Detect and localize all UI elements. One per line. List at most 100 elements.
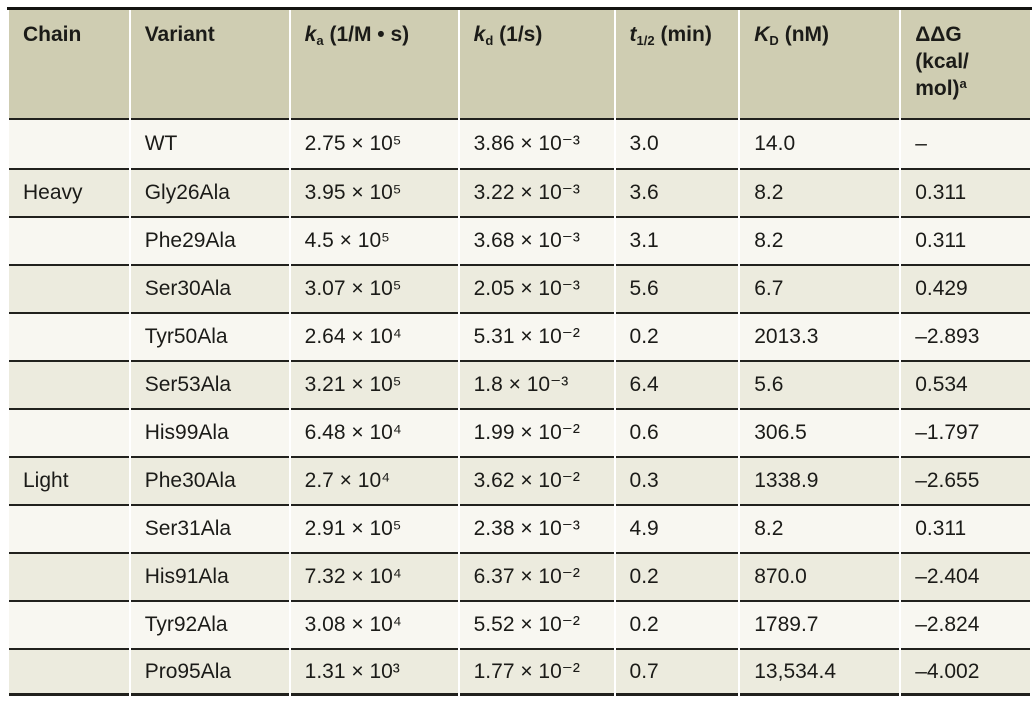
table-row-ser31ala: Ser31Ala 2.91 × 10⁵ 2.38 × 10⁻³ 4.9 8.2 …: [9, 504, 1030, 552]
cell-ddG: –: [901, 120, 1030, 168]
table-row-gly26ala: Heavy Gly26Ala 3.95 × 10⁵ 3.22 × 10⁻³ 3.…: [9, 168, 1030, 216]
table-row-ser30ala: Ser30Ala 3.07 × 10⁵ 2.05 × 10⁻³ 5.6 6.7 …: [9, 264, 1030, 312]
column-header-thalf: t1/2 (min): [615, 10, 739, 120]
cell-kd: 3.68 × 10⁻³: [459, 216, 614, 264]
cell-ddG: 0.534: [901, 360, 1030, 408]
cell-variant: His99Ala: [130, 408, 289, 456]
cell-ddG: –1.797: [901, 408, 1030, 456]
cell-kd: 3.86 × 10⁻³: [459, 120, 614, 168]
cell-ddG: –2.893: [901, 312, 1030, 360]
cell-chain: [9, 504, 129, 552]
cell-KD: 5.6: [740, 360, 900, 408]
cell-ka: 3.07 × 10⁵: [290, 264, 458, 312]
cell-chain: [9, 312, 129, 360]
cell-ddG: –2.655: [901, 456, 1030, 504]
cell-KD: 306.5: [740, 408, 900, 456]
KD-units: (nM): [784, 23, 830, 46]
cell-chain: [9, 408, 129, 456]
cell-thalf: 3.6: [615, 168, 739, 216]
cell-chain: Heavy: [9, 168, 129, 216]
cell-KD: 1789.7: [740, 600, 900, 648]
cell-ka: 2.64 × 10⁴: [290, 312, 458, 360]
ka-subscript: a: [316, 32, 324, 48]
column-header-ddG: ΔΔG (kcal/mol)a: [901, 10, 1030, 120]
cell-variant: Phe30Ala: [130, 456, 289, 504]
header-row: Chain Variant ka (1/M • s) kd (1/s) t1/2 (m…: [9, 10, 1030, 120]
cell-kd: 1.77 × 10⁻²: [459, 648, 614, 696]
cell-ddG: 0.311: [901, 504, 1030, 552]
table-row-phe29ala: Phe29Ala 4.5 × 10⁵ 3.68 × 10⁻³ 3.1 8.2 0…: [9, 216, 1030, 264]
cell-KD: 8.2: [740, 504, 900, 552]
table-row-tyr50ala: Tyr50Ala 2.64 × 10⁴ 5.31 × 10⁻² 0.2 2013…: [9, 312, 1030, 360]
cell-KD: 1338.9: [740, 456, 900, 504]
table-row-pro95ala: Pro95Ala 1.31 × 10³ 1.77 × 10⁻² 0.7 13,5…: [9, 648, 1030, 696]
cell-variant: Tyr92Ala: [130, 600, 289, 648]
kd-symbol: k: [473, 23, 486, 46]
column-header-variant: Variant: [130, 10, 289, 120]
table-body: WT 2.75 × 10⁵ 3.86 × 10⁻³ 3.0 14.0 – Hea…: [9, 120, 1030, 696]
ddG-units-line1: (kcal/: [915, 50, 969, 73]
column-header-chain: Chain: [9, 10, 129, 120]
cell-chain: Light: [9, 456, 129, 504]
cell-kd: 2.05 × 10⁻³: [459, 264, 614, 312]
cell-thalf: 0.3: [615, 456, 739, 504]
cell-KD: 2013.3: [740, 312, 900, 360]
cell-ddG: –2.824: [901, 600, 1030, 648]
cell-chain: [9, 264, 129, 312]
thalf-subscript: 1/2: [636, 32, 655, 48]
cell-ka: 2.7 × 10⁴: [290, 456, 458, 504]
column-header-kd: kd (1/s): [459, 10, 614, 120]
column-header-KD: KD (nM): [740, 10, 900, 120]
ka-symbol: k: [304, 23, 317, 46]
cell-thalf: 3.0: [615, 120, 739, 168]
cell-chain: [9, 648, 129, 696]
table-row-tyr92ala: Tyr92Ala 3.08 × 10⁴ 5.52 × 10⁻² 0.2 1789…: [9, 600, 1030, 648]
cell-kd: 6.37 × 10⁻²: [459, 552, 614, 600]
thalf-symbol: t: [629, 23, 637, 46]
table-row-his91ala: His91Ala 7.32 × 10⁴ 6.37 × 10⁻² 0.2 870.…: [9, 552, 1030, 600]
cell-chain: [9, 120, 129, 168]
kd-units: (1/s): [499, 23, 543, 46]
cell-variant: His91Ala: [130, 552, 289, 600]
cell-ka: 6.48 × 10⁴: [290, 408, 458, 456]
cell-variant: Gly26Ala: [130, 168, 289, 216]
cell-variant: Phe29Ala: [130, 216, 289, 264]
cell-thalf: 4.9: [615, 504, 739, 552]
cell-ddG: 0.311: [901, 168, 1030, 216]
cell-KD: 8.2: [740, 216, 900, 264]
cell-thalf: 0.2: [615, 552, 739, 600]
cell-ka: 1.31 × 10³: [290, 648, 458, 696]
table-row-ser53ala: Ser53Ala 3.21 × 10⁵ 1.8 × 10⁻³ 6.4 5.6 0…: [9, 360, 1030, 408]
cell-ka: 3.95 × 10⁵: [290, 168, 458, 216]
cell-variant: Ser31Ala: [130, 504, 289, 552]
cell-thalf: 0.7: [615, 648, 739, 696]
cell-thalf: 0.2: [615, 600, 739, 648]
cell-kd: 2.38 × 10⁻³: [459, 504, 614, 552]
cell-kd: 5.52 × 10⁻²: [459, 600, 614, 648]
cell-thalf: 0.6: [615, 408, 739, 456]
cell-thalf: 5.6: [615, 264, 739, 312]
kinetics-table-container: Chain Variant ka (1/M • s) kd (1/s) t1/2 (m…: [7, 7, 1032, 696]
cell-ka: 2.75 × 10⁵: [290, 120, 458, 168]
footnote-marker-a: a: [959, 75, 967, 91]
cell-variant: Pro95Ala: [130, 648, 289, 696]
cell-variant: Ser53Ala: [130, 360, 289, 408]
cell-chain: [9, 216, 129, 264]
cell-KD: 14.0: [740, 120, 900, 168]
cell-KD: 870.0: [740, 552, 900, 600]
cell-KD: 6.7: [740, 264, 900, 312]
kinetics-table: Chain Variant ka (1/M • s) kd (1/s) t1/2 (m…: [7, 10, 1032, 696]
ddG-units-line2: mol): [915, 77, 960, 100]
table-row-wt: WT 2.75 × 10⁵ 3.86 × 10⁻³ 3.0 14.0 –: [9, 120, 1030, 168]
cell-KD: 8.2: [740, 168, 900, 216]
table-row-his99ala: His99Ala 6.48 × 10⁴ 1.99 × 10⁻² 0.6 306.…: [9, 408, 1030, 456]
cell-ka: 7.32 × 10⁴: [290, 552, 458, 600]
cell-ka: 3.08 × 10⁴: [290, 600, 458, 648]
ddG-symbol: ΔΔG: [915, 23, 962, 46]
cell-ddG: 0.429: [901, 264, 1030, 312]
cell-chain: [9, 552, 129, 600]
KD-symbol: K: [754, 23, 770, 46]
thalf-units: (min): [660, 23, 712, 46]
cell-kd: 3.22 × 10⁻³: [459, 168, 614, 216]
cell-chain: [9, 360, 129, 408]
